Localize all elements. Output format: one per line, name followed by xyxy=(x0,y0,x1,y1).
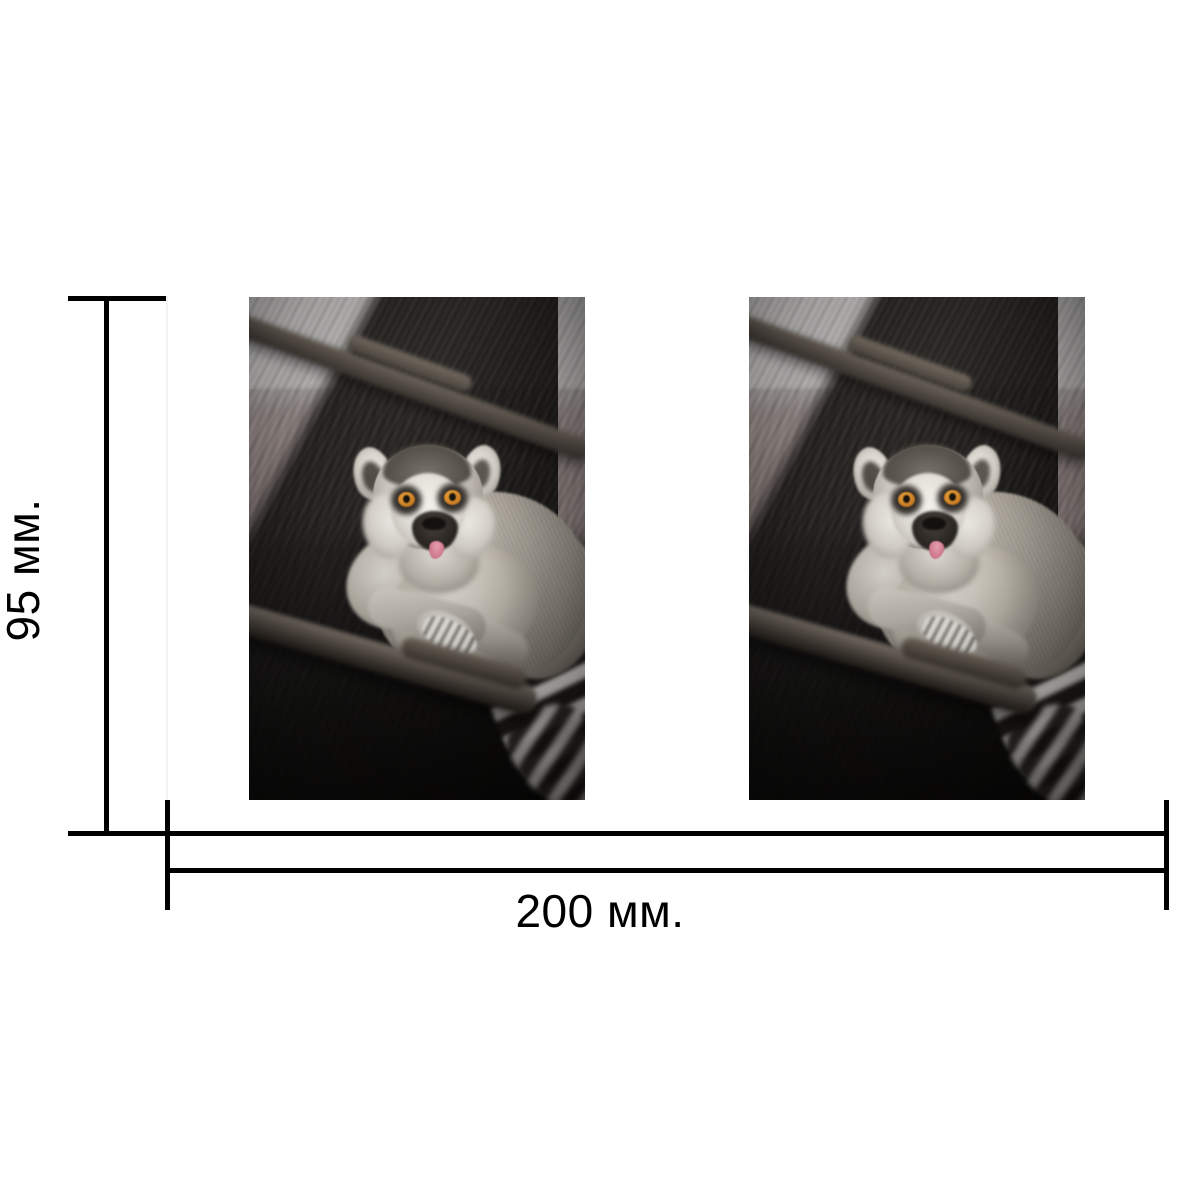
height-extension-line xyxy=(166,296,168,836)
width-extension-line-right xyxy=(1164,800,1169,910)
height-dimension-label: 95 мм. xyxy=(0,498,49,642)
width-dimension-tick-upper xyxy=(167,831,1168,836)
width-extension-line-left xyxy=(165,800,170,910)
height-dimension-tick-top xyxy=(68,296,168,301)
width-dimension-line xyxy=(167,868,1168,873)
lemur-photo-left xyxy=(249,297,585,800)
photo-vignette xyxy=(749,297,1085,800)
height-dimension-line xyxy=(104,296,109,836)
width-dimension-label: 200 мм. xyxy=(515,885,685,937)
photo-vignette xyxy=(249,297,585,800)
height-dimension-tick-bottom xyxy=(68,831,171,836)
lemur-photo-right xyxy=(749,297,1085,800)
